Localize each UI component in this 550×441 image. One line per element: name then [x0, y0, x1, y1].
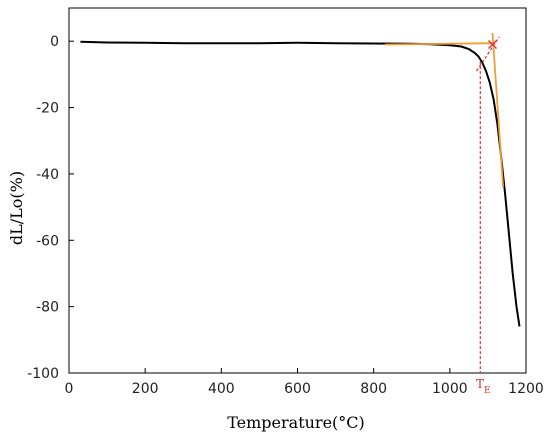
x-tick-label: 600: [284, 381, 311, 397]
x-tick-label: 800: [360, 381, 387, 397]
tangent-line: [491, 32, 504, 188]
series-line: [80, 40, 521, 327]
y-tick-label: -40: [36, 167, 59, 183]
y-tick-label: -20: [36, 101, 59, 117]
y-axis-ticks: 0 -20 -40 -60 -80 -100: [27, 34, 74, 382]
plot-area: [68, 7, 527, 374]
te-marker-label: TE: [476, 377, 491, 396]
y-tick-label: -100: [27, 366, 59, 382]
x-tick-label: 1200: [508, 381, 544, 397]
y-axis-title: dL/Lo(%): [7, 171, 26, 245]
plot-frame: [68, 7, 527, 374]
x-axis-title: Temperature(°C): [227, 413, 365, 432]
y-tick-label: -80: [36, 300, 59, 316]
x-tick-label: 200: [132, 381, 159, 397]
x-tick-label: 1000: [432, 381, 468, 397]
y-tick-label: -60: [36, 233, 59, 249]
tangent-line: [385, 42, 494, 46]
x-tick-label: 0: [65, 381, 74, 397]
intersection-marker: [487, 40, 497, 49]
x-tick-label: 400: [208, 381, 235, 397]
extrapolation-line: [476, 36, 500, 72]
x-axis-ticks: 0 200 400 600 800 1000 1200: [65, 368, 544, 397]
y-tick-label: 0: [50, 34, 59, 50]
